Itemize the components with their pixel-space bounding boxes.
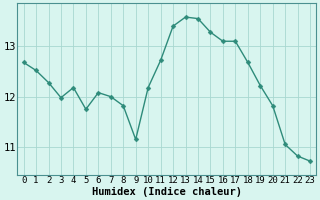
X-axis label: Humidex (Indice chaleur): Humidex (Indice chaleur): [92, 186, 242, 197]
